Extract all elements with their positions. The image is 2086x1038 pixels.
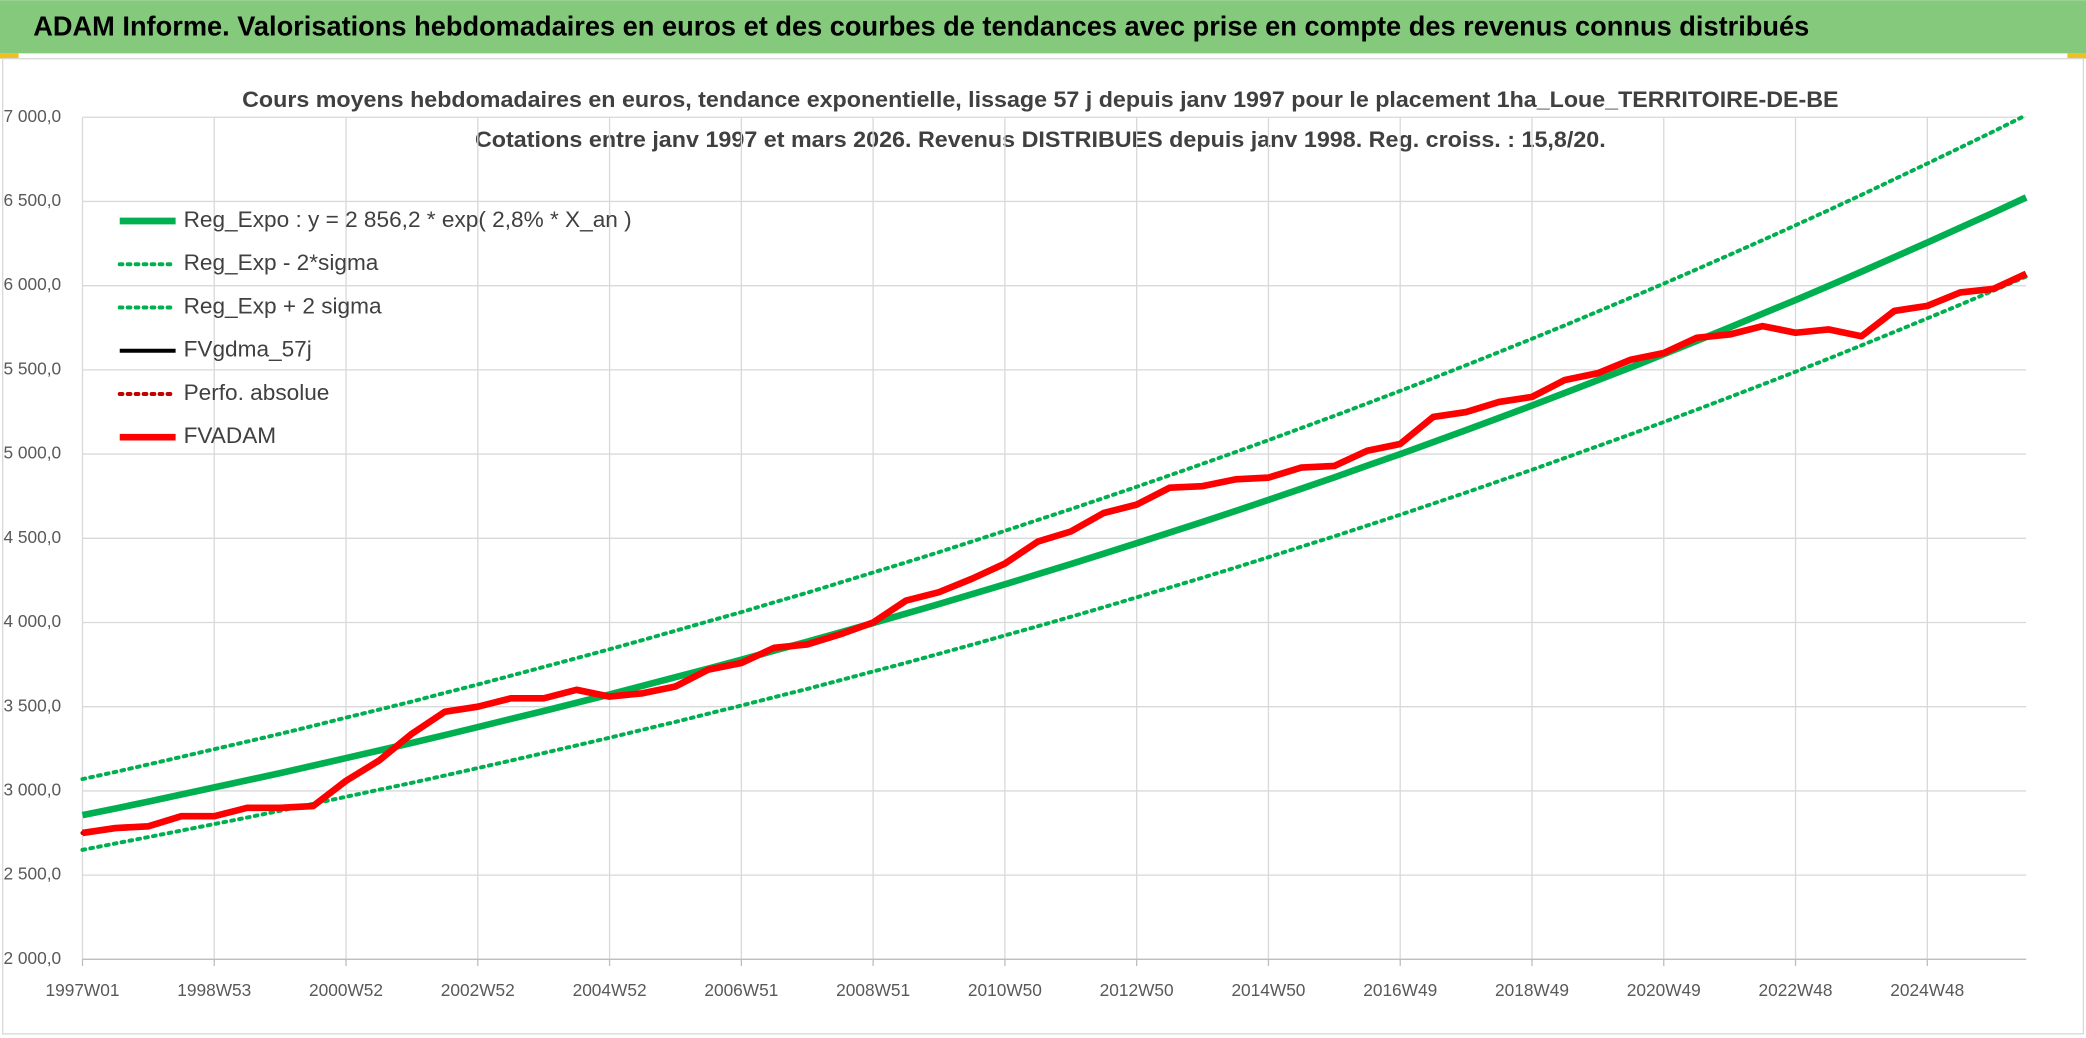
x-tick-label: 2000W52 [309, 980, 383, 1000]
corner [2067, 53, 2086, 59]
x-tick-label: 2016W49 [1363, 980, 1437, 1000]
chart-title: Cours moyens hebdomadaires en euros, ten… [242, 87, 1838, 112]
header-band [0, 0, 2086, 54]
y-tick-label: 4 500,0 [4, 527, 62, 547]
y-tick-label: 5 500,0 [4, 358, 62, 378]
series-line [80, 113, 2029, 782]
x-tick-label: 2024W48 [1890, 980, 1964, 1000]
x-tick-label: 2020W49 [1627, 980, 1701, 1000]
corner [0, 53, 19, 59]
page-heading: ADAM Informe. Valorisations hebdomadaire… [33, 10, 1809, 41]
legend-label: FVgdma_57j [184, 337, 312, 362]
x-tick-label: 1997W01 [45, 980, 119, 1000]
y-tick-label: 3 000,0 [4, 779, 62, 799]
y-tick-label: 6 500,0 [4, 190, 62, 210]
chart-subtitle: Cotations entre janv 1997 et mars 2026. … [475, 127, 1606, 152]
chart-frame [1, 58, 2085, 1035]
legend: Reg_Expo : y = 2 856,2 * exp( 2,8% * X_a… [117, 207, 632, 448]
y-tick-label: 2 500,0 [4, 864, 62, 884]
legend-label: Reg_Exp + 2 sigma [184, 293, 382, 318]
y-tick-label: 4 000,0 [4, 611, 62, 631]
x-tick-label: 2010W50 [968, 980, 1042, 1000]
legend-label: FVADAM [184, 423, 277, 448]
x-tick-label: 2012W50 [1100, 980, 1174, 1000]
x-tick-label: 2008W51 [836, 980, 910, 1000]
y-tick-label: 3 500,0 [4, 695, 62, 715]
x-tick-label: 2022W48 [1759, 980, 1833, 1000]
x-tick-label: 2018W49 [1495, 980, 1569, 1000]
legend-label: Reg_Exp - 2*sigma [184, 250, 379, 275]
x-tick-label: 2002W52 [441, 980, 515, 1000]
x-tick-label: 2014W50 [1231, 980, 1305, 1000]
series-line [80, 274, 2029, 852]
y-tick-label: 2 000,0 [4, 948, 62, 968]
x-tick-label: 1998W53 [177, 980, 251, 1000]
legend-label: Reg_Expo : y = 2 856,2 * exp( 2,8% * X_a… [184, 207, 632, 232]
x-tick-label: 2006W51 [704, 980, 778, 1000]
series-line [81, 270, 2028, 837]
y-tick-label: 6 000,0 [4, 274, 62, 294]
legend-label: Perfo. absolue [184, 380, 330, 405]
y-tick-label: 5 000,0 [4, 443, 62, 463]
y-tick-label: 7 000,0 [4, 106, 62, 126]
x-tick-label: 2004W52 [573, 980, 647, 1000]
